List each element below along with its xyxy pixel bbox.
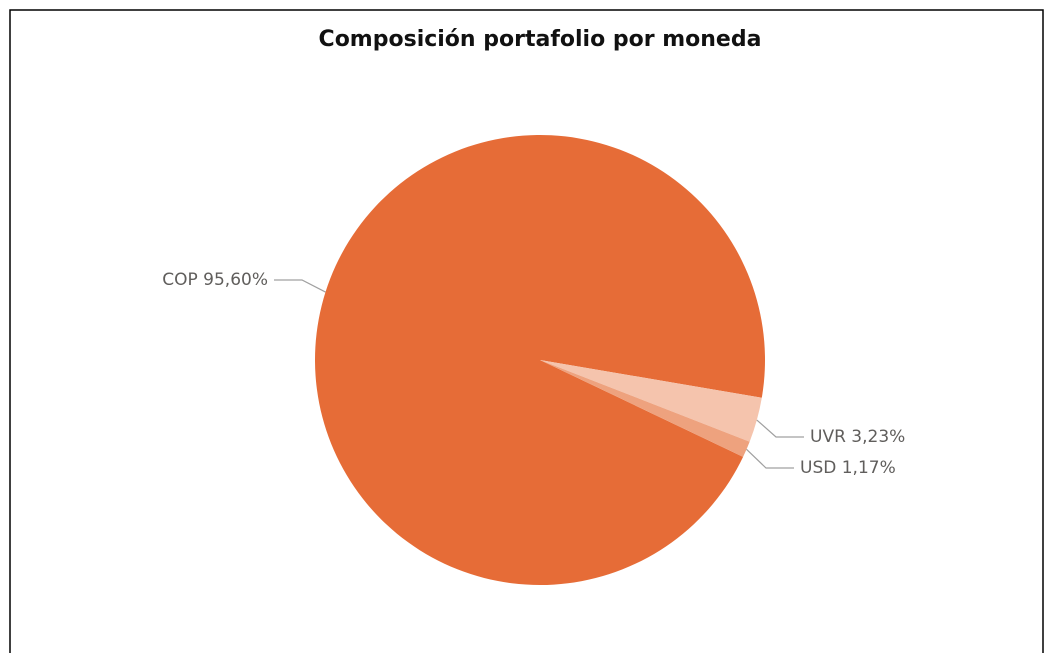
data-label: COP 95,60% — [162, 270, 268, 290]
leader-line — [274, 279, 326, 293]
chart-title: Composición portafolio por moneda — [319, 27, 762, 52]
category-label: USD — [800, 458, 836, 478]
data-label: USD 1,17% — [800, 458, 896, 478]
leader-line — [756, 419, 804, 438]
leader-line — [746, 448, 794, 469]
category-label: UVR — [810, 427, 846, 447]
pie-slice — [314, 135, 765, 586]
value-label: 3,23% — [851, 427, 905, 447]
category-label: COP — [162, 270, 198, 290]
value-label: 1,17% — [842, 458, 896, 478]
data-label: UVR 3,23% — [810, 427, 905, 447]
pie-slice — [540, 360, 750, 457]
value-label: 95,60% — [203, 270, 268, 290]
pie-slice — [540, 360, 762, 442]
